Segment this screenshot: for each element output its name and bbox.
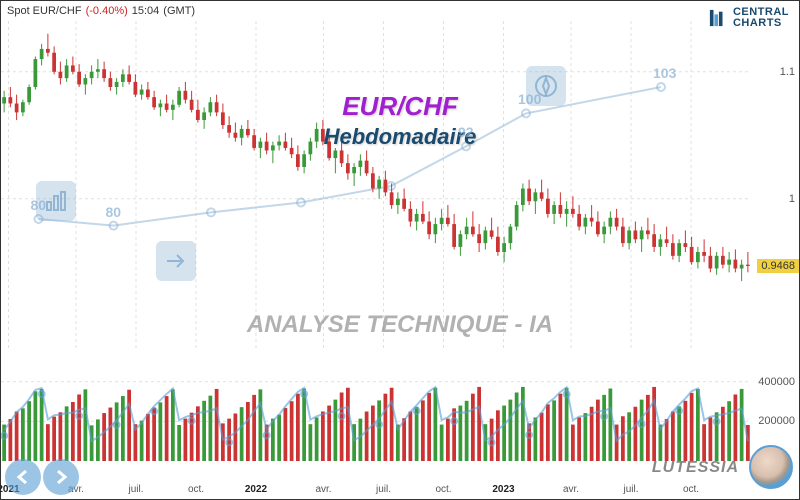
time-label: 15:04 [132,5,160,17]
current-price-label: 0.9468 [757,259,799,273]
change-label: (-0.40%) [86,5,128,17]
y-axis: 11.10.9468 [749,21,799,351]
watermark-point-label: 92 [458,124,474,140]
watermark-compass-icon [526,66,566,106]
tz-label: (GMT) [163,5,195,17]
watermark-point-label: 103 [653,65,676,81]
watermark-point-label: 80 [106,204,122,220]
brand-label: LUTESSIA [652,459,739,477]
watermark-bars-icon [36,181,76,221]
avatar-icon[interactable] [749,445,793,489]
nav-prev-button[interactable] [5,459,41,495]
header-bar: Spot EUR/CHF (-0.40%) 15:04 (GMT) [1,1,799,21]
price-chart[interactable] [1,21,751,351]
nav-next-button[interactable] [43,459,79,495]
watermark-arrow-icon [156,241,196,281]
symbol-label: Spot EUR/CHF [7,5,82,17]
volume-chart[interactable] [1,351,751,461]
x-axis: 2021avr.juil.oct.2022avr.juil.oct.2023av… [1,479,751,499]
